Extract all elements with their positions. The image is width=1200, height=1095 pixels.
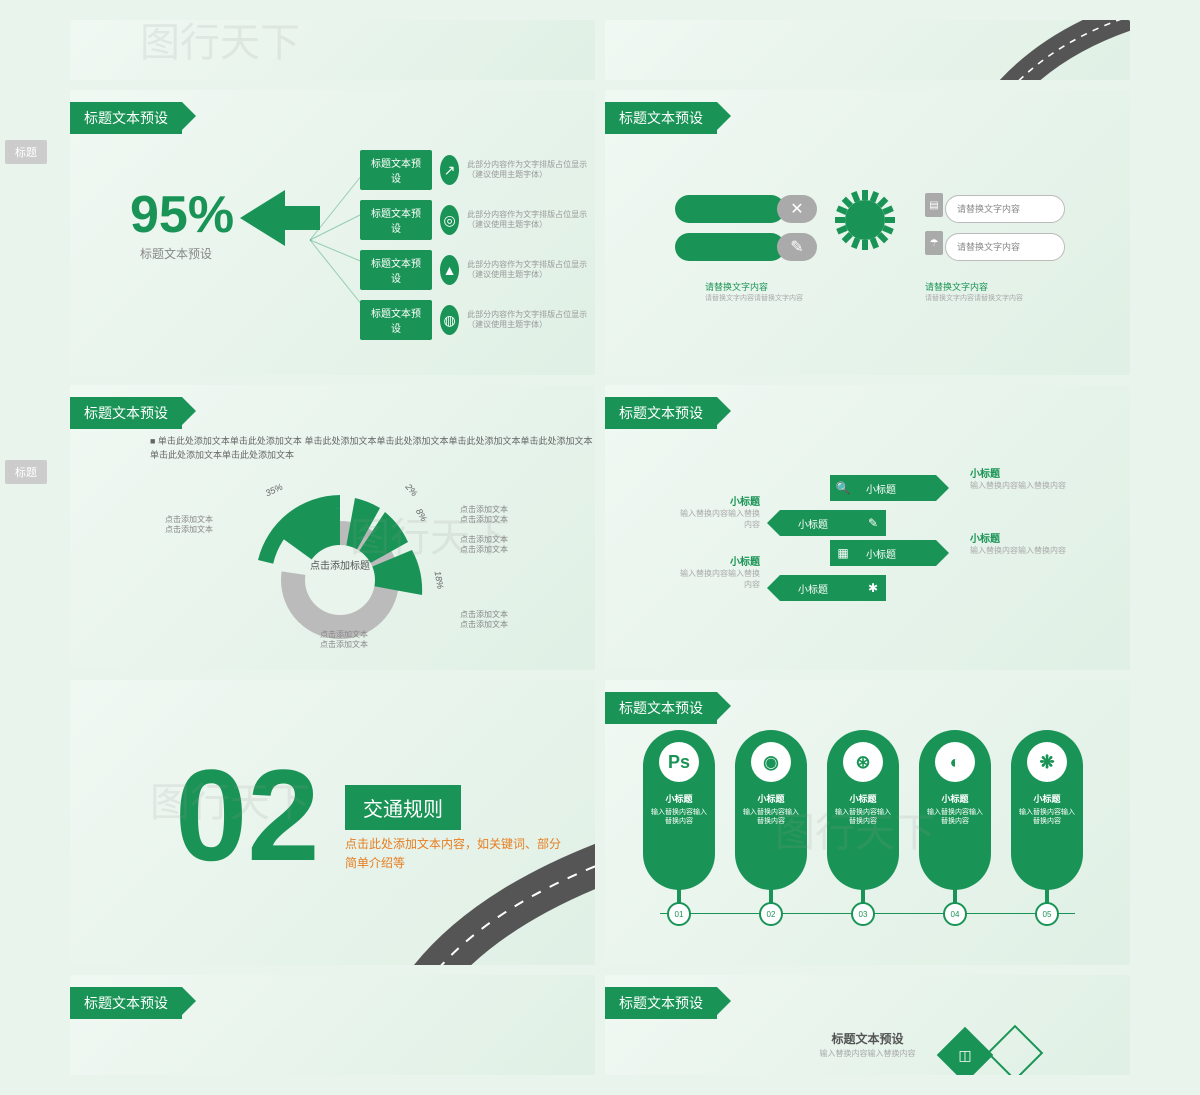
capsule: ◉ 小标题输入替换内容输入替换内容 [735, 730, 807, 890]
ps-icon: Ps [659, 742, 699, 782]
arrow-left-icon [240, 190, 285, 246]
text-group: 小标题输入替换内容输入替换内容 [970, 465, 1066, 491]
title-tab: 标题文本预设 [605, 987, 717, 1019]
pill-green [675, 233, 785, 261]
watermark: 图行天下 [140, 20, 300, 68]
segment-label: 点击添加文本 点击添加文本 [460, 535, 508, 556]
item-pill: 标题文本预设 [360, 150, 432, 190]
segment-label: 点击添加文本 点击添加文本 [460, 505, 508, 526]
edit-icon: ✎ [860, 510, 886, 536]
segment-pct: 18% [433, 570, 446, 589]
description: ■ 单击此处添加文本单击此处添加文本 单击此处添加文本单击此处添加文本单击此处添… [150, 435, 595, 462]
slide-7: 02 交通规则 点击此处添加文本内容，如关键词、部分简单介绍等 图行天下 [70, 680, 595, 965]
text-block: 请替换文字内容请替换文字内容请替换文字内容 [705, 280, 803, 303]
slide-3: 标题文本预设 95% 标题文本预设 标题文本预设 ↗ 此部分内容作为文字排版占位… [70, 90, 595, 375]
timeline-dot: 01 [667, 902, 691, 926]
doc-icon: ▤ [925, 193, 943, 217]
timeline-dot: 04 [943, 902, 967, 926]
globe-icon: ⊛ [843, 742, 883, 782]
arrow-left: 小标题 [780, 510, 860, 536]
list-item: 标题文本预设 ↗ 此部分内容作为文字排版占位显示（建议使用主题字体） [360, 150, 595, 190]
title-tab: 标题文本预设 [605, 397, 717, 429]
weibo-icon: ◉ [751, 742, 791, 782]
capsule: ❋ 小标题输入替换内容输入替换内容 [1011, 730, 1083, 890]
side-label: 标题 [5, 460, 47, 484]
slide-title: 标题文本预设 [605, 1030, 1130, 1047]
slide-10: 标题文本预设 标题文本预设 输入替换内容输入替换内容 ◫ [605, 975, 1130, 1075]
item-label: 请替换文字内容 [957, 240, 1020, 253]
road-graphic [960, 20, 1130, 80]
text-group: 小标题输入替换内容输入替换内容 [970, 530, 1066, 556]
globe-icon: ◍ [440, 305, 459, 335]
title-tab: 标题文本预设 [605, 102, 717, 134]
side-label: 标题 [5, 140, 47, 164]
item-pill: 标题文本预设 [360, 300, 432, 340]
umbrella-icon: ☂ [925, 231, 943, 255]
firefox-icon: ◐ [935, 742, 975, 782]
capsule: ⊛ 小标题输入替换内容输入替换内容 [827, 730, 899, 890]
title-tab: 标题文本预设 [70, 397, 182, 429]
slide-2 [605, 20, 1130, 80]
pill-green [675, 195, 785, 223]
list-item: 标题文本预设 ▲ 此部分内容作为文字排版占位显示（建议使用主题字体） [360, 250, 595, 290]
item-desc: 此部分内容作为文字排版占位显示（建议使用主题字体） [467, 260, 595, 281]
slide-grid: 图行天下 标题文本预设 95% 标题文本预设 标题文本预设 ↗ 此部分内容作为文… [70, 20, 1130, 1075]
item-desc: 此部分内容作为文字排版占位显示（建议使用主题字体） [467, 160, 595, 181]
text-block: 请替换文字内容请替换文字内容请替换文字内容 [925, 280, 1023, 303]
item-pill: 标题文本预设 [360, 200, 432, 240]
item-label: 请替换文字内容 [957, 202, 1020, 215]
capsule: Ps 小标题输入替换内容输入替换内容 [643, 730, 715, 890]
road-graphic [385, 825, 595, 965]
item-desc: 此部分内容作为文字排版占位显示（建议使用主题字体） [467, 310, 595, 331]
title-tab: 标题文本预设 [70, 102, 182, 134]
slide-9: 标题文本预设 [70, 975, 595, 1075]
arrow-right: 小标题 [856, 540, 936, 566]
target-icon: ◎ [440, 205, 459, 235]
chart-center-label: 点击添加标题 [310, 560, 370, 573]
search-icon: 🔍 [830, 475, 856, 501]
aperture-icon: ❋ [1027, 742, 1067, 782]
percent-label: 标题文本预设 [140, 245, 212, 262]
section-title: 交通规则 [345, 785, 461, 830]
title-tab: 标题文本预设 [605, 692, 717, 724]
slide-5: 标题文本预设 ■ 单击此处添加文本单击此处添加文本 单击此处添加文本单击此处添加… [70, 385, 595, 670]
text-group: 小标题输入替换内容输入替换内容 [680, 553, 760, 590]
item-pill: 标题文本预设 [360, 250, 432, 290]
item-desc: 此部分内容作为文字排版占位显示（建议使用主题字体） [467, 210, 595, 231]
edit-icon: ✎ [777, 233, 817, 261]
slide-subtitle: 输入替换内容输入替换内容 [605, 1048, 1130, 1059]
segment-label: 点击添加文本 点击添加文本 [320, 630, 368, 651]
slide-4: 标题文本预设 ✕ ✎ ▤ 请替换文字内容 ☂ 请替换文字内容 请替换文字内容请替… [605, 90, 1130, 375]
text-group: 小标题输入替换内容输入替换内容 [680, 493, 760, 530]
share-icon: ↗ [440, 155, 459, 185]
capsule: ◐ 小标题输入替换内容输入替换内容 [919, 730, 991, 890]
arrow-right: 小标题 [856, 475, 936, 501]
slide-8: 标题文本预设 Ps 小标题输入替换内容输入替换内容 01 ◉ 小标题输入替换内容… [605, 680, 1130, 965]
arrow-left: 小标题 [780, 575, 860, 601]
gear-icon [835, 190, 895, 250]
slide-6: 标题文本预设 小标题输入替换内容输入替换内容 小标题输入替换内容输入替换内容 小… [605, 385, 1130, 670]
cone-icon: ▲ [440, 255, 459, 285]
tool-icon: ✕ [777, 195, 817, 223]
segment-label: 点击添加文本 点击添加文本 [165, 515, 213, 536]
puzzle-icon: ✱ [860, 575, 886, 601]
timeline-dot: 02 [759, 902, 783, 926]
timeline-dot: 03 [851, 902, 875, 926]
timeline-dot: 05 [1035, 902, 1059, 926]
percent-value: 95% [130, 185, 234, 245]
slide-1: 图行天下 [70, 20, 595, 80]
segment-label: 点击添加文本 点击添加文本 [460, 610, 508, 631]
list-item: 标题文本预设 ◍ 此部分内容作为文字排版占位显示（建议使用主题字体） [360, 300, 595, 340]
folder-icon: ▦ [830, 540, 856, 566]
list-item: 标题文本预设 ◎ 此部分内容作为文字排版占位显示（建议使用主题字体） [360, 200, 595, 240]
section-number: 02 [175, 750, 320, 880]
title-tab: 标题文本预设 [70, 987, 182, 1019]
